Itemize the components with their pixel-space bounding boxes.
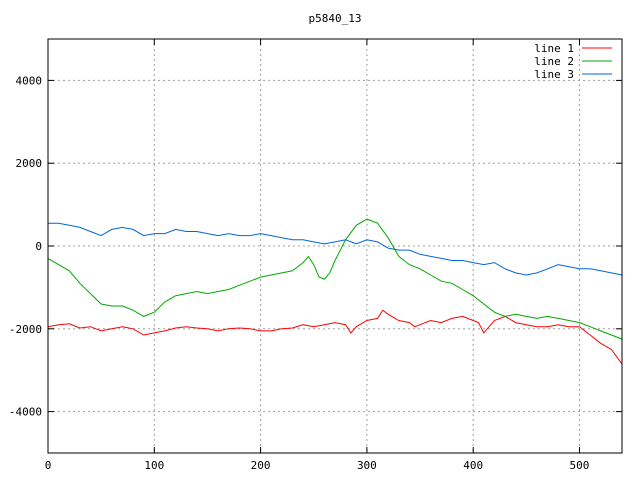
legend-label: line 3	[534, 68, 574, 81]
series-layer	[47, 218, 623, 365]
x-tick-label: 400	[463, 459, 483, 472]
grid	[47, 39, 622, 453]
series-line-2	[47, 218, 623, 340]
x-tick-label: 0	[45, 459, 52, 472]
x-tick-label: 200	[251, 459, 271, 472]
x-tick-label: 500	[570, 459, 590, 472]
x-tick-label: 100	[144, 459, 164, 472]
y-tick-label: -4000	[9, 406, 42, 419]
y-tick-label: 0	[35, 240, 42, 253]
legend-label: line 2	[534, 55, 574, 68]
chart-title: p5840_13	[309, 12, 362, 25]
series-line-1	[47, 309, 623, 365]
y-tick-label: 4000	[16, 74, 43, 87]
y-tick-label: -2000	[9, 323, 42, 336]
tick-layer: 0 100 200 300 400 500 -4000 -2000 0 2000 4000	[9, 39, 622, 472]
x-tick-label: 300	[357, 459, 377, 472]
series-line-3	[48, 222, 623, 276]
legend-label: line 1	[534, 42, 574, 55]
y-tick-label: 2000	[16, 157, 43, 170]
